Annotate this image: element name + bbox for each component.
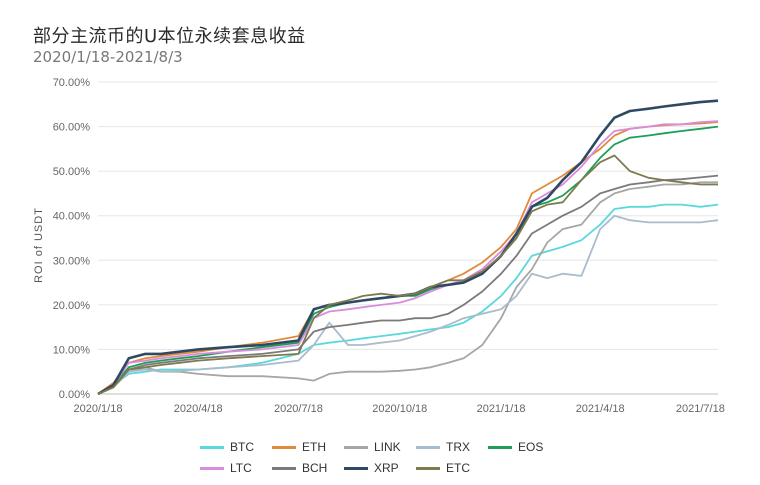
series-line-bch bbox=[97, 174, 719, 395]
legend-item-xrp: XRP bbox=[344, 461, 416, 475]
series-lines bbox=[97, 99, 719, 396]
series-line-link bbox=[97, 181, 718, 395]
legend-label: XRP bbox=[374, 461, 399, 475]
y-tick-label: 10.00% bbox=[53, 344, 91, 356]
y-tick-label: 40.00% bbox=[53, 211, 91, 223]
y-axis-label: ROI of USDT bbox=[33, 207, 45, 283]
legend-item-eos: EOS bbox=[488, 440, 560, 454]
series-line-eos bbox=[97, 125, 719, 395]
legend-swatch bbox=[488, 445, 512, 449]
legend-label: EOS bbox=[518, 440, 544, 454]
legend-item-link: LINK bbox=[344, 440, 416, 454]
series-line-trx bbox=[97, 214, 719, 395]
legend-swatch bbox=[416, 466, 440, 470]
legend-item-btc: BTC bbox=[200, 440, 272, 454]
x-tick-label: 2021/4/18 bbox=[576, 403, 625, 415]
y-tick-label: 50.00% bbox=[53, 166, 91, 178]
legend-label: BTC bbox=[230, 440, 254, 454]
legend-item-bch: BCH bbox=[272, 461, 344, 475]
legend-item-trx: TRX bbox=[416, 440, 488, 454]
legend-swatch bbox=[344, 445, 368, 449]
series-line-btc bbox=[97, 203, 719, 395]
legend: BTC ETH LINK TRX EOS LTC BCH XRP ETC bbox=[200, 440, 580, 482]
x-tick-label: 2020/7/18 bbox=[274, 403, 323, 415]
series-line-eth bbox=[97, 121, 719, 395]
legend-item-ltc: LTC bbox=[200, 461, 272, 475]
legend-label: TRX bbox=[446, 440, 470, 454]
legend-label: ETC bbox=[446, 461, 470, 475]
x-axis-ticks: 2020/1/18 2020/4/18 2020/7/18 2020/10/18 202… bbox=[74, 403, 725, 415]
legend-label: LINK bbox=[374, 440, 401, 454]
x-tick-label: 2021/1/18 bbox=[477, 403, 526, 415]
y-axis-ticks: 0.00% 10.00% 20.00% 30.00% 40.00% 50.00% 60.00… bbox=[53, 77, 91, 401]
legend-item-etc: ETC bbox=[416, 461, 488, 475]
legend-swatch bbox=[416, 445, 440, 449]
legend-swatch bbox=[344, 466, 368, 470]
chart-subtitle: 2020/1/18-2021/8/3 bbox=[33, 48, 183, 66]
legend-item-eth: ETH bbox=[272, 440, 344, 454]
legend-label: BCH bbox=[302, 461, 328, 475]
chart-title: 部分主流币的U本位永续套息收益 bbox=[33, 26, 306, 47]
y-tick-label: 0.00% bbox=[59, 389, 90, 401]
x-tick-label: 2021/7/18 bbox=[676, 403, 725, 415]
x-tick-label: 2020/1/18 bbox=[74, 403, 123, 415]
legend-label: LTC bbox=[230, 461, 252, 475]
x-tick-label: 2020/10/18 bbox=[372, 403, 427, 415]
y-tick-label: 20.00% bbox=[53, 300, 91, 312]
series-line-xrp bbox=[97, 99, 719, 396]
y-tick-label: 60.00% bbox=[53, 122, 91, 134]
series-line-etc bbox=[97, 154, 718, 395]
y-tick-label: 30.00% bbox=[53, 255, 91, 267]
series-line-ltc bbox=[97, 120, 719, 395]
legend-swatch bbox=[200, 445, 224, 449]
legend-label: ETH bbox=[302, 440, 326, 454]
legend-swatch bbox=[272, 466, 296, 470]
legend-swatch bbox=[272, 445, 296, 449]
y-tick-label: 70.00% bbox=[53, 77, 91, 89]
x-tick-label: 2020/4/18 bbox=[174, 403, 223, 415]
legend-swatch bbox=[200, 466, 224, 470]
